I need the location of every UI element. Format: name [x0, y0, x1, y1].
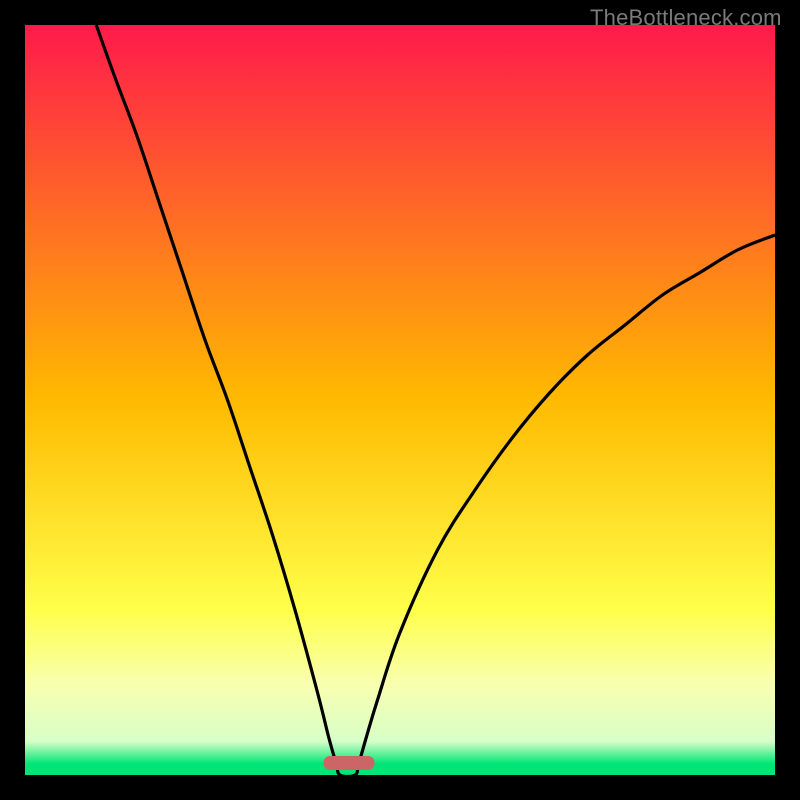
watermark-text: TheBottleneck.com [590, 5, 782, 31]
optimal-range-marker [324, 757, 374, 770]
plot-area [25, 25, 775, 775]
chart-frame: TheBottleneck.com [0, 0, 800, 800]
plot-svg [25, 25, 775, 775]
